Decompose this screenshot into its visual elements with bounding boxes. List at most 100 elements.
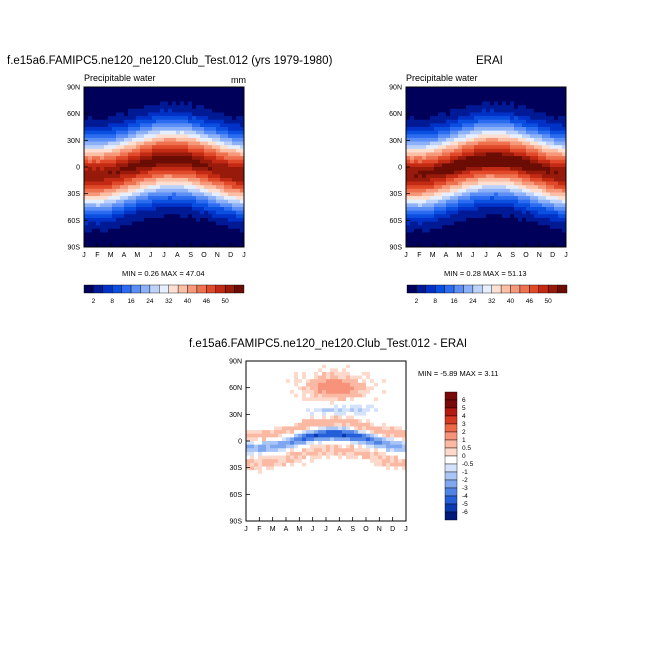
panel3-cell xyxy=(270,368,275,373)
panel3-cell xyxy=(298,484,303,489)
panel2-cell xyxy=(478,119,483,124)
panel2-cell xyxy=(450,97,455,102)
panel2-title: ERAI xyxy=(476,55,503,67)
panel1-cell xyxy=(180,108,185,113)
panel1-cell xyxy=(148,152,153,157)
panel1-cell xyxy=(92,210,97,215)
panel1-cell xyxy=(140,207,145,212)
panel1-cell xyxy=(132,105,137,110)
panel1-cell xyxy=(136,196,141,201)
panel1-cell xyxy=(204,221,209,226)
panel2-cell xyxy=(534,145,539,150)
panel1-cell xyxy=(128,130,133,135)
panel2-cell xyxy=(482,112,487,117)
panel2-cell xyxy=(470,225,475,230)
panel2-cell xyxy=(438,177,443,182)
panel2-cell xyxy=(550,214,555,219)
panel1-cell xyxy=(156,207,161,212)
panel3-cell xyxy=(342,448,347,453)
panel2-cell xyxy=(498,97,503,102)
panel1-cell xyxy=(188,94,193,99)
panel2-cell xyxy=(410,181,415,186)
panel2-cell xyxy=(450,156,455,161)
panel2-cell xyxy=(494,236,499,241)
panel3-cell xyxy=(294,361,299,366)
panel3-cell xyxy=(330,491,335,496)
panel1-cell xyxy=(168,236,173,241)
panel1-cell xyxy=(164,181,169,186)
panel1-cell xyxy=(224,192,229,197)
panel2-cell xyxy=(502,210,507,215)
panel3-cell xyxy=(294,426,299,431)
panel3-cell xyxy=(254,448,259,453)
panel2-cell xyxy=(422,105,427,110)
panel3-cell xyxy=(354,408,359,413)
panel2-cell xyxy=(470,105,475,110)
panel3-cell xyxy=(282,513,287,518)
panel2-cell xyxy=(478,108,483,113)
panel1-cell xyxy=(92,127,97,132)
panel2-cell xyxy=(406,94,411,99)
panel2-cell xyxy=(522,123,527,128)
panel1-cell xyxy=(208,188,213,193)
panel2-cell xyxy=(446,236,451,241)
panel1-cell xyxy=(156,123,161,128)
panel2-cell xyxy=(514,94,519,99)
panel1-cell xyxy=(184,108,189,113)
panel1-xtick-label: A xyxy=(122,252,127,259)
panel2-cell xyxy=(450,145,455,150)
panel3-cell xyxy=(250,502,255,507)
panel1-cell xyxy=(140,145,145,150)
panel3-cell xyxy=(342,477,347,482)
panel3-cell xyxy=(274,371,279,376)
panel2-cell xyxy=(406,170,411,175)
panel1-cell xyxy=(196,105,201,110)
panel2-cell xyxy=(502,87,507,92)
panel3-cell xyxy=(282,462,287,467)
panel3-cell xyxy=(350,386,355,391)
panel2-cell xyxy=(410,243,415,248)
panel3-cell xyxy=(254,441,259,446)
panel3-cell xyxy=(298,502,303,507)
panel3-cell xyxy=(334,426,339,431)
panel3-cell xyxy=(354,390,359,395)
panel1-cell xyxy=(96,243,101,248)
panel2-cell xyxy=(466,87,471,92)
panel1-cell xyxy=(112,225,117,230)
panel1-cell xyxy=(188,108,193,113)
panel3-cell xyxy=(338,488,343,493)
panel1-cell xyxy=(156,199,161,204)
panel1-cell xyxy=(104,163,109,168)
panel1-cell xyxy=(160,116,165,121)
panel2-cell xyxy=(494,148,499,153)
panel1-cell xyxy=(140,87,145,92)
panel2-cell xyxy=(562,236,567,241)
panel1-cell xyxy=(176,214,181,219)
panel3-cell xyxy=(286,364,291,369)
panel1-cell xyxy=(200,87,205,92)
panel1-colorbar-label: 16 xyxy=(127,298,135,305)
panel1-cell xyxy=(212,156,217,161)
panel2-cell xyxy=(506,90,511,95)
panel3-cell xyxy=(354,502,359,507)
panel3-cell xyxy=(250,382,255,387)
panel1-cell xyxy=(96,167,101,172)
panel2-cell xyxy=(446,170,451,175)
panel3-cell xyxy=(306,382,311,387)
panel1-cell xyxy=(160,90,165,95)
panel1-cell xyxy=(188,137,193,142)
panel2-cell xyxy=(526,185,531,190)
panel2-cell xyxy=(418,196,423,201)
panel1-cell xyxy=(132,145,137,150)
panel1-cell xyxy=(208,210,213,215)
panel1-cell xyxy=(200,156,205,161)
panel3-cell xyxy=(282,506,287,511)
panel2-cell xyxy=(478,192,483,197)
panel2-cell xyxy=(562,210,567,215)
panel2-cell xyxy=(470,145,475,150)
panel3-cell xyxy=(286,513,291,518)
panel1-cell xyxy=(216,181,221,186)
panel1-cell xyxy=(168,116,173,121)
panel2-cell xyxy=(494,207,499,212)
panel3-cell xyxy=(262,404,267,409)
